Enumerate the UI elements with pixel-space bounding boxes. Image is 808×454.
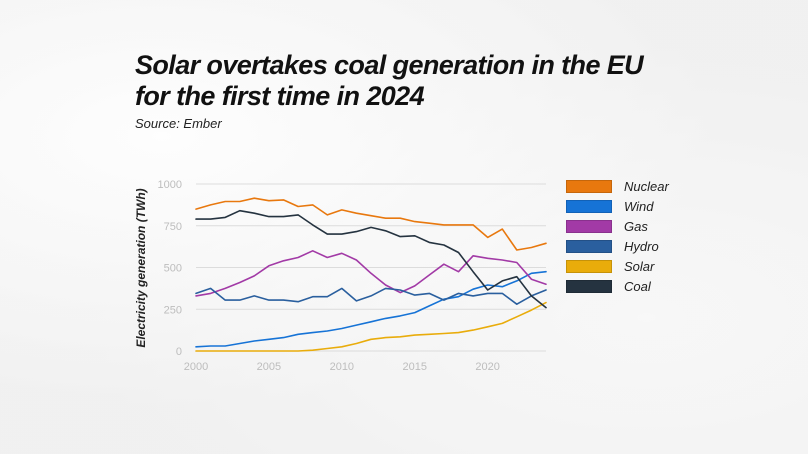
series-line-gas [195, 250, 547, 297]
x-tick-label: 2010 [330, 361, 354, 373]
legend-item-gas: Gas [566, 216, 726, 236]
legend-item-nuclear: Nuclear [566, 176, 726, 196]
chart-title: Solar overtakes coal generation in the E… [135, 50, 644, 111]
legend-label: Coal [624, 278, 651, 294]
chart-source: Source: Ember [135, 116, 222, 131]
legend-label: Hydro [624, 238, 659, 254]
series-line-hydro [195, 287, 547, 305]
legend-item-wind: Wind [566, 196, 726, 216]
series-layer [195, 197, 547, 352]
legend-label: Nuclear [624, 178, 669, 194]
series-line-wind [195, 270, 547, 348]
legend-swatch [566, 239, 612, 253]
legend-swatch [566, 219, 612, 233]
legend-swatch [566, 259, 612, 273]
series-line-solar [195, 301, 547, 352]
y-tick-label: 750 [164, 221, 182, 233]
y-tick-label: 0 [176, 346, 182, 358]
legend-item-coal: Coal [566, 276, 726, 296]
series-line-coal [195, 209, 547, 309]
legend-swatch [566, 199, 612, 213]
x-tick-label: 2020 [475, 361, 499, 373]
x-tick-label: 2000 [184, 361, 208, 373]
y-tick-label: 500 [164, 263, 182, 275]
x-tick-label: 2015 [403, 361, 427, 373]
x-tick-label: 2005 [257, 361, 281, 373]
axis-layer: 0 250 500 750 1000 2000 2005 2010 2015 2020 [158, 179, 500, 373]
series-line-nuclear [195, 197, 547, 251]
legend-item-solar: Solar [566, 256, 726, 276]
legend-swatch [566, 279, 612, 293]
y-axis-label: Electricity generation (TWh) [134, 188, 148, 347]
y-tick-label: 1000 [158, 179, 182, 191]
legend-label: Wind [624, 198, 654, 214]
y-tick-label: 250 [164, 304, 182, 316]
legend: Nuclear Wind Gas Hydro Solar Coal [566, 176, 726, 296]
legend-label: Solar [624, 258, 655, 274]
legend-label: Gas [624, 218, 648, 234]
legend-item-hydro: Hydro [566, 236, 726, 256]
legend-swatch [566, 179, 612, 193]
